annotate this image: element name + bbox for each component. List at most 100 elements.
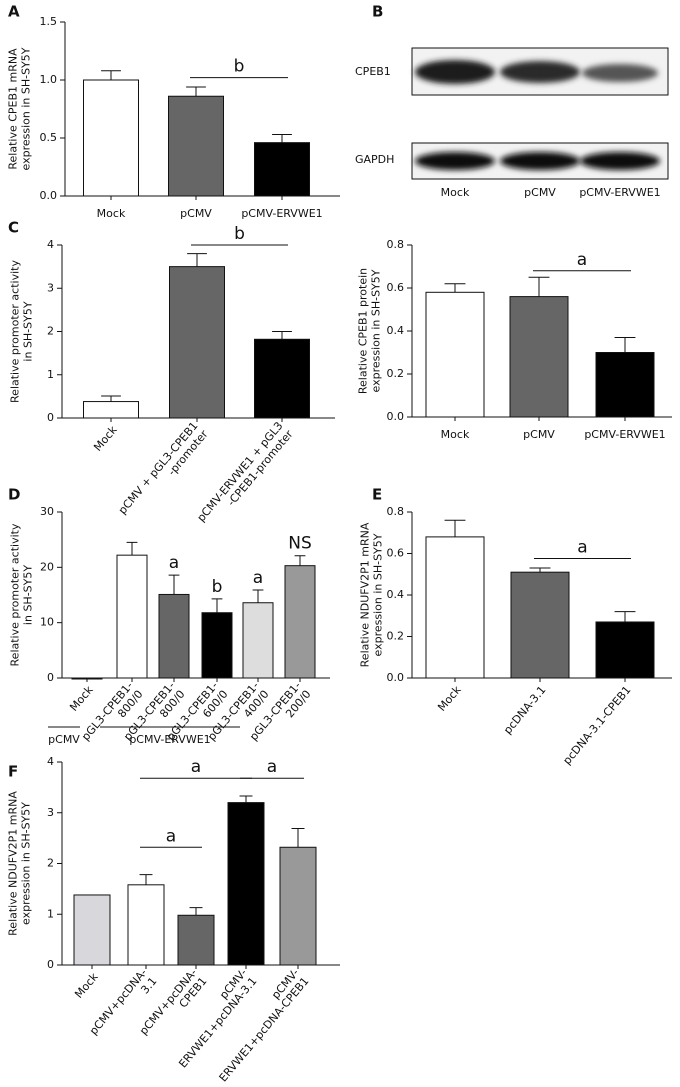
y-tick-label: 0 <box>47 671 54 684</box>
y-axis-label-line: Relative NDUFV2P1 mRNA <box>7 791 20 936</box>
x-label-group: pcDNA-3.1-CPEB1 <box>560 684 633 768</box>
bar <box>595 352 655 418</box>
y-tick-label: 2 <box>47 325 54 338</box>
blot-lane-label: Mock <box>441 186 470 199</box>
bar <box>201 612 233 679</box>
bar <box>83 79 139 197</box>
significance: NS <box>288 534 312 554</box>
x-label-group: Mock <box>435 683 464 714</box>
bar <box>116 554 148 679</box>
bar <box>83 401 139 419</box>
y-axis-label: Relative promoter activityin SH-SY5Y <box>9 523 35 666</box>
y-axis-label-line: Relative promoter activity <box>9 260 22 403</box>
bar <box>279 846 317 966</box>
error-bar <box>529 567 551 573</box>
x-label-group: pcDNA-3.1 <box>501 684 549 737</box>
y-axis-label: Relative promoter activityin SH-SY5Y <box>9 260 35 403</box>
significance: a <box>577 537 587 557</box>
significance: b <box>234 224 245 244</box>
bar <box>169 266 225 419</box>
blot-lane-label: pCMV <box>524 186 556 199</box>
error-bar <box>444 283 466 293</box>
y-label-group: Relative NDUFV2P1 mRNAexpression in SH-S… <box>359 522 385 667</box>
significance: b <box>212 577 223 597</box>
group-label: pCMV <box>48 733 80 746</box>
x-tick-label-line: pCMV + pGL3-CPEB1 <box>116 419 201 516</box>
y-tick-label: 20 <box>40 560 54 573</box>
x-tick-label: Mock <box>72 970 101 1001</box>
panel-letter: E <box>372 486 382 504</box>
x-label-group: Mock <box>67 683 96 714</box>
x-label-group: Mock <box>91 423 120 454</box>
y-tick-label: 1 <box>47 907 54 920</box>
y-tick-label: 0.0 <box>40 189 58 202</box>
bar <box>425 536 485 679</box>
blot-band <box>500 61 580 83</box>
error-bar <box>168 574 180 595</box>
x-tick-label: Mock <box>91 423 120 454</box>
bar <box>168 95 224 197</box>
error-bar <box>139 874 153 885</box>
significance: a <box>169 553 179 573</box>
significance: b <box>234 57 245 77</box>
significance: a <box>267 757 277 777</box>
x-tick-label: pCMV-ERVWE1 <box>584 428 665 441</box>
bar <box>510 571 570 679</box>
error-bar <box>101 395 121 402</box>
bar <box>158 593 190 679</box>
error-bar <box>126 541 138 556</box>
y-axis-label-line: Relative CPEB1 protein <box>357 268 370 394</box>
x-label-group: Mock <box>72 970 101 1001</box>
y-axis-label: Relative CPEB1 proteinexpression in SH-S… <box>357 268 383 394</box>
x-tick-label: pcDNA-3.1 <box>501 684 549 737</box>
y-tick-label: 0 <box>47 958 54 971</box>
blot-row-label: CPEB1 <box>355 65 391 78</box>
y-tick-label: 0.4 <box>387 324 405 337</box>
error-bar <box>239 795 253 803</box>
error-bar <box>528 276 550 297</box>
y-tick-label: 0.8 <box>387 505 405 518</box>
y-tick-label: 10 <box>40 616 54 629</box>
y-tick-label: 0.2 <box>387 367 405 380</box>
y-tick-label: 0.2 <box>387 630 405 643</box>
y-tick-label: 30 <box>40 505 54 518</box>
error-bar <box>614 336 636 353</box>
error-bar <box>252 589 264 603</box>
y-axis-label-line: Relative NDUFV2P1 mRNA <box>359 522 372 667</box>
bar <box>73 894 111 966</box>
y-tick-label: 1 <box>47 368 54 381</box>
bar <box>509 296 569 418</box>
y-label-group: Relative CPEB1 mRNAexpression in SH-SY5Y <box>7 47 33 170</box>
bar <box>254 338 310 419</box>
x-tick-label: pCMV-ERVWE1 <box>241 207 322 220</box>
significance: a <box>191 757 201 777</box>
x-tick-label: pCMV <box>523 428 555 441</box>
blot-band <box>415 60 495 84</box>
x-tick-label: Mock <box>441 428 470 441</box>
y-axis-label-line: expression in SH-SY5Y <box>20 47 33 170</box>
y-axis-label: Relative NDUFV2P1 mRNAexpression in SH-S… <box>7 791 33 936</box>
error-bar <box>189 907 203 916</box>
error-bar <box>291 827 305 848</box>
panel-letter: C <box>8 219 19 237</box>
y-label-group: Relative promoter activityin SH-SY5Y <box>9 523 35 666</box>
y-tick-label: 0.8 <box>387 238 405 251</box>
blot-band <box>580 152 660 170</box>
y-tick-label: 3 <box>47 281 54 294</box>
y-axis-label: Relative NDUFV2P1 mRNAexpression in SH-S… <box>359 522 385 667</box>
panel-letter: F <box>8 763 18 781</box>
y-tick-label: 3 <box>47 806 54 819</box>
y-axis-label-line: in SH-SY5Y <box>22 565 35 625</box>
group-label: pCMV-ERVWE1 <box>129 733 210 746</box>
y-tick-label: 0 <box>47 411 54 424</box>
y-tick-label: 0.0 <box>387 410 405 423</box>
y-tick-label: 4 <box>47 755 54 768</box>
y-tick-label: 0.5 <box>40 131 58 144</box>
bar <box>595 621 655 679</box>
error-bar <box>272 331 292 340</box>
x-tick-label: Mock <box>97 207 126 220</box>
x-tick-label: Mock <box>435 683 464 714</box>
x-label-group: pCMV + pGL3-CPEB1-promoter <box>116 419 211 516</box>
y-tick-label: 2 <box>47 857 54 870</box>
